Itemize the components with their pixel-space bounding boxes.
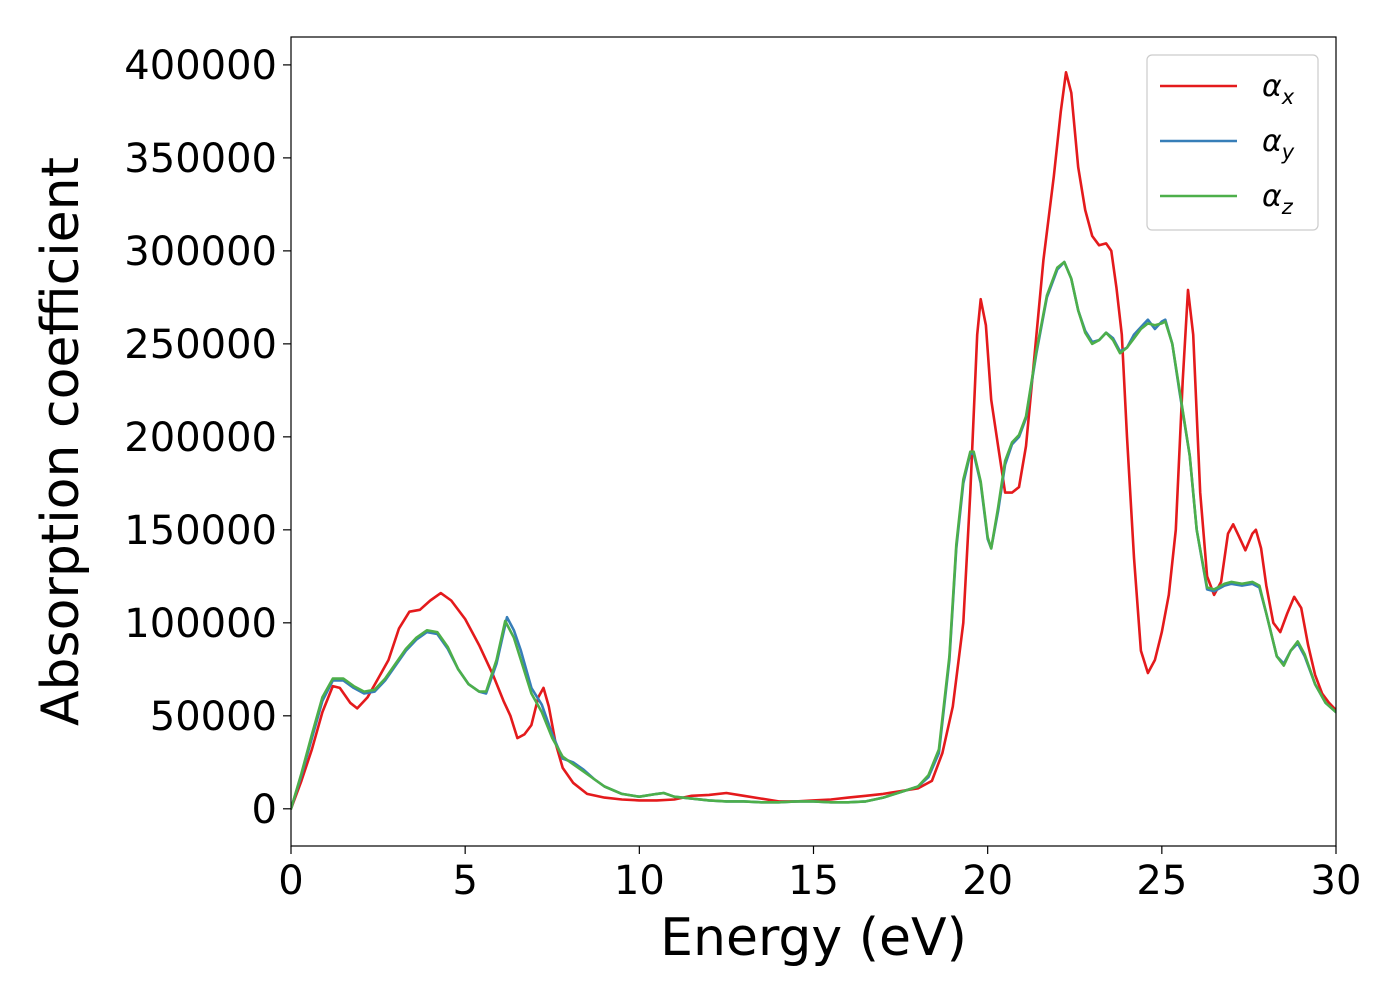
legend-items: αx αy αz	[1160, 69, 1295, 219]
legend-label-z: αz	[1262, 179, 1294, 219]
y-tick-label: 150000	[124, 508, 277, 554]
series-line-z	[291, 260, 1336, 811]
x-tick-label: 10	[614, 858, 665, 904]
y-tick-label: 100000	[124, 601, 277, 647]
y-tick-label: 0	[252, 787, 277, 833]
x-axis-title: Energy (eV)	[660, 908, 967, 968]
x-tick-label: 20	[962, 858, 1013, 904]
legend-label-x: αx	[1262, 69, 1295, 109]
legend-label-y: αy	[1262, 124, 1295, 164]
x-tick-label: 0	[278, 858, 303, 904]
ticks-layer: 0 5 10 15 20 25 30 0 50000 100000 150000 200000 2500…	[124, 43, 1361, 904]
y-tick-label: 200000	[124, 415, 277, 461]
x-tick-label: 25	[1136, 858, 1187, 904]
x-tick-label: 30	[1311, 858, 1362, 904]
x-tick-label: 5	[452, 858, 477, 904]
y-tick-label: 50000	[150, 694, 277, 740]
x-tick-label: 15	[788, 858, 839, 904]
series-line-y	[291, 260, 1336, 811]
y-tick-label: 300000	[124, 229, 277, 275]
y-tick-label: 400000	[124, 43, 277, 89]
y-axis-title: Absorption coefficient	[31, 157, 91, 726]
y-tick-label: 350000	[124, 136, 277, 182]
legend-box	[1146, 54, 1319, 231]
series-layer	[291, 71, 1336, 811]
legend: αx αy αz	[1146, 54, 1319, 231]
y-tick-label: 250000	[124, 322, 277, 368]
